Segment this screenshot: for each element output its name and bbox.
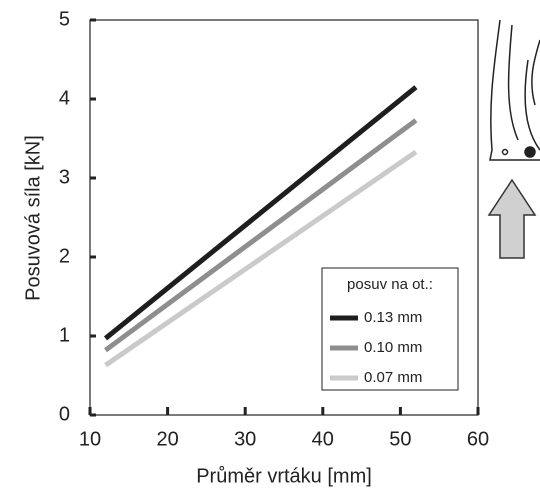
legend-label: 0.13 mm: [364, 309, 422, 326]
feed-arrow: [487, 178, 537, 259]
legend-label: 0.07 mm: [364, 369, 422, 386]
legend-title: posuv na ot.:: [347, 276, 433, 293]
data-line: [103, 85, 418, 341]
data-line: [104, 118, 418, 353]
y-tick-label: 4: [59, 87, 70, 109]
x-tick-label: 30: [234, 428, 256, 450]
data-line: [104, 149, 418, 368]
legend-box: [321, 267, 459, 391]
drill-illustration: [487, 19, 540, 259]
drill-body: [489, 19, 540, 161]
x-axis-label: Průměr vrtáku [mm]: [196, 465, 372, 487]
drill-point: [501, 148, 509, 156]
x-tick-label: 40: [312, 428, 334, 450]
y-axis-label: Posuvová síla [kN]: [22, 135, 44, 301]
x-tick-label: 50: [389, 428, 411, 450]
y-tick-label: 3: [59, 166, 70, 188]
y-tick-label: 2: [59, 245, 70, 267]
y-tick-label: 1: [59, 324, 70, 346]
legend: posuv na ot.: 0.13 mm 0.10 mm 0.07 mm: [321, 267, 459, 391]
legend-label: 0.10 mm: [364, 339, 422, 356]
y-tick-label: 5: [59, 8, 70, 30]
y-tick-label: 0: [59, 403, 70, 425]
x-tick-label: 20: [156, 428, 178, 450]
x-tick-label: 10: [79, 428, 101, 450]
x-tick-label: 60: [467, 428, 489, 450]
drill-point: [524, 146, 536, 158]
plot-frame: [89, 19, 479, 416]
drill-flutes: [507, 24, 540, 151]
